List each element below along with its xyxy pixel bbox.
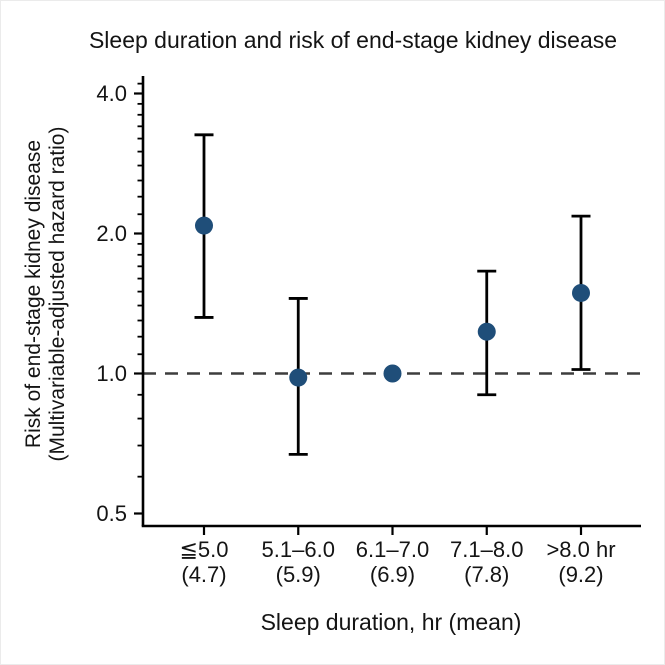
y-tick-label-4.0: 4.0 bbox=[96, 80, 127, 106]
x-category-mean: (7.8) bbox=[464, 562, 510, 587]
data-point bbox=[383, 364, 402, 383]
y-tick-label-1.0: 1.0 bbox=[96, 360, 127, 386]
x-category-mean: (6.9) bbox=[369, 562, 416, 587]
x-category-mean: (5.9) bbox=[275, 562, 321, 587]
x-category-mean: (4.7) bbox=[181, 562, 227, 587]
data-point bbox=[195, 216, 213, 235]
x-category-label-1: ≦5.0 (4.7) bbox=[139, 537, 269, 587]
x-category-label-2: 5.1–6.0 (5.9) bbox=[233, 537, 363, 587]
x-axis-label: Sleep duration, hr (mean) bbox=[260, 609, 522, 635]
x-category-label-4: 7.1–8.0 (7.8) bbox=[422, 537, 552, 587]
x-category-range: >8.0 hr bbox=[546, 537, 616, 562]
y-tick-label-2.0: 2.0 bbox=[96, 220, 127, 246]
x-category-range: 5.1–6.0 bbox=[261, 537, 335, 562]
chart-title: Sleep duration and risk of end-stage kid… bbox=[88, 27, 618, 53]
x-category-range: 6.1–7.0 bbox=[355, 537, 430, 562]
x-category-label-3: 6.1–7.0 (6.9) bbox=[328, 537, 458, 587]
x-category-mean: (9.2) bbox=[558, 562, 604, 587]
data-point bbox=[477, 322, 496, 341]
data-point bbox=[289, 368, 308, 387]
x-category-range: ≦5.0 bbox=[179, 537, 229, 562]
x-category-label-5: >8.0 hr (9.2) bbox=[516, 537, 646, 587]
x-category-range: 7.1–8.0 bbox=[450, 537, 524, 562]
data-point bbox=[572, 283, 590, 302]
y-tick-label-0.5: 0.5 bbox=[96, 500, 127, 526]
